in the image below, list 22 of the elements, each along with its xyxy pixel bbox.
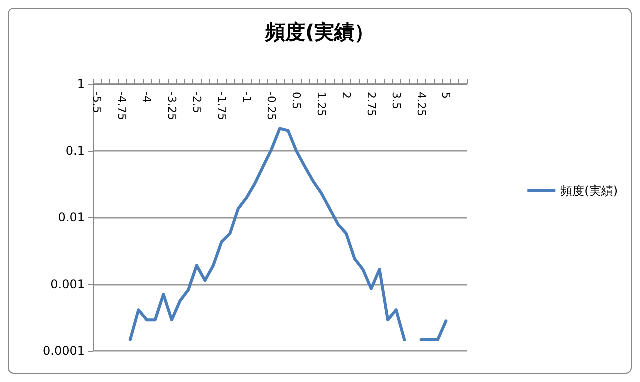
x-tick-label: -4.75 [116, 92, 129, 120]
x-tick-label: 1.25 [315, 92, 328, 116]
x-tick-label: 2 [340, 92, 353, 99]
x-tick-label: 4.25 [414, 92, 428, 116]
x-tick-label: -4 [140, 92, 154, 103]
y-tick-label: 0.0001 [43, 344, 85, 358]
x-tick-label: 2.75 [364, 92, 378, 116]
x-tick-label: -0.25 [265, 92, 278, 120]
legend-label: 頻度(実績) [560, 184, 618, 198]
x-tick-label: -2.5 [190, 92, 204, 114]
y-tick-label: 0.001 [50, 277, 85, 292]
x-tick-label: -3.25 [165, 92, 178, 120]
y-tick-label: 0.01 [58, 210, 85, 224]
y-tick-label: 0.1 [66, 144, 85, 158]
x-tick-label: 5 [440, 92, 453, 99]
x-tick-label: -1 [240, 92, 254, 103]
x-tick-label: 0.5 [290, 92, 304, 110]
chart-title: 頻度(実績） [264, 20, 375, 44]
y-tick-label: 1 [77, 77, 85, 91]
x-tick-label: -1.75 [215, 92, 228, 120]
x-tick-label: -5.5 [90, 92, 104, 114]
x-tick-label: 3.5 [390, 92, 403, 110]
